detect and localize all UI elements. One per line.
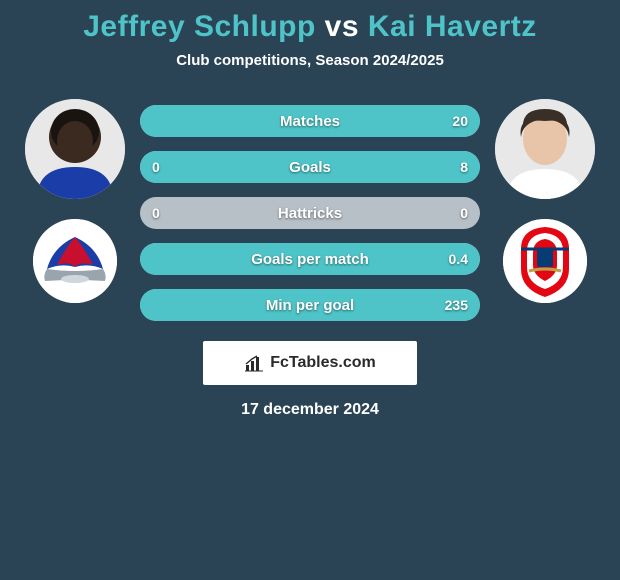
date-line: 17 december 2024 (0, 401, 620, 419)
stats-list: Matches 20 0 Goals 8 0 Hattricks 0 Goals per mat… (140, 99, 480, 321)
stat-row: Min per goal 235 (140, 289, 480, 321)
main-row: Matches 20 0 Goals 8 0 Hattricks 0 Goals per mat… (0, 99, 620, 321)
stat-value-right: 8 (460, 159, 468, 175)
comparison-card: Jeffrey Schlupp vs Kai Havertz Club comp… (0, 0, 620, 419)
stat-value-right: 20 (452, 113, 468, 129)
title-vs: vs (325, 10, 359, 43)
stat-label: Goals (289, 159, 331, 176)
stat-row: Goals per match 0.4 (140, 243, 480, 275)
stat-value-right: 0 (460, 205, 468, 221)
stat-row: 0 Hattricks 0 (140, 197, 480, 229)
player1-club-badge (33, 219, 117, 303)
left-column (20, 99, 130, 303)
stat-value-left: 0 (152, 159, 160, 175)
stat-value-right: 0.4 (449, 251, 468, 267)
stat-label: Matches (280, 113, 340, 130)
bar-chart-icon (244, 353, 264, 373)
stat-value-right: 235 (445, 297, 468, 313)
player2-avatar (495, 99, 595, 199)
right-column (490, 99, 600, 303)
stat-label: Min per goal (266, 297, 354, 314)
stat-row: Matches 20 (140, 105, 480, 137)
player1-avatar (25, 99, 125, 199)
player2-club-badge (503, 219, 587, 303)
footer-badge: FcTables.com (203, 341, 417, 385)
stat-label: Hattricks (278, 205, 342, 222)
stat-row: 0 Goals 8 (140, 151, 480, 183)
stat-value-left: 0 (152, 205, 160, 221)
title-player1: Jeffrey Schlupp (83, 10, 316, 43)
subtitle: Club competitions, Season 2024/2025 (0, 52, 620, 69)
footer-site: FcTables.com (270, 354, 376, 372)
title-player2: Kai Havertz (368, 10, 537, 43)
stat-label: Goals per match (251, 251, 369, 268)
page-title: Jeffrey Schlupp vs Kai Havertz (0, 10, 620, 44)
